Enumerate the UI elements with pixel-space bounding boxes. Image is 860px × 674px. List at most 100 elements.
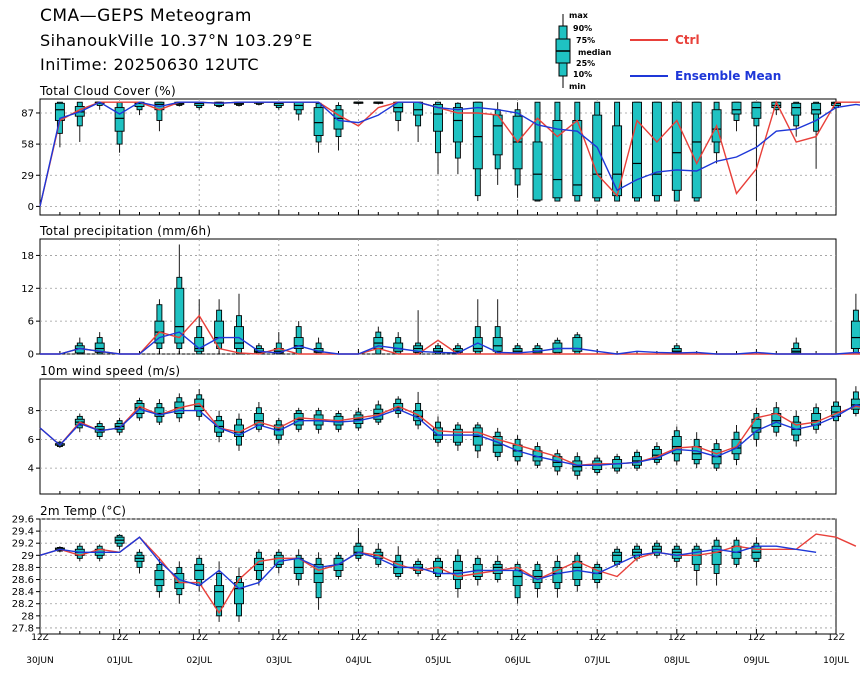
legend-mean-label: Ensemble Mean xyxy=(675,69,782,83)
x-tick-label-hour: 12Z xyxy=(429,633,447,643)
box-plot xyxy=(532,101,543,202)
box-plot xyxy=(751,537,762,568)
box-plot xyxy=(154,558,165,598)
y-tick-label: 28.4 xyxy=(12,587,34,598)
init-time-label: IniTime: 20250630 12UTC xyxy=(40,55,260,74)
panel-title-temp: 2m Temp (°C) xyxy=(40,504,127,518)
x-tick-label-date: 05JUL xyxy=(425,656,451,666)
box-plot xyxy=(850,386,860,417)
box-plot xyxy=(134,549,145,574)
chart-title: CMA—GEPS Meteogram xyxy=(40,6,252,26)
legend-p10-label: 10% xyxy=(573,70,593,79)
box-inner xyxy=(552,342,563,353)
x-tick-label-date: 07JUL xyxy=(584,656,610,666)
box-inner xyxy=(413,101,424,116)
box-inner xyxy=(353,545,364,556)
box-plot xyxy=(253,402,264,433)
ctrl-line xyxy=(39,402,860,467)
legend-p25-label: 25% xyxy=(576,59,596,68)
box-inner xyxy=(393,342,404,352)
box-plot xyxy=(771,402,782,437)
y-tick-label: 29.4 xyxy=(12,527,34,538)
panel-2: 4 6 8 xyxy=(28,378,860,495)
x-tick-label-date: 08JUL xyxy=(664,656,690,666)
box-plot xyxy=(731,101,742,132)
box-inner xyxy=(671,548,682,559)
x-tick-label-hour: 12Z xyxy=(31,633,49,643)
y-tick-label: 6 xyxy=(28,317,34,328)
box-inner xyxy=(433,103,443,132)
y-tick-label: 87 xyxy=(21,108,34,119)
box-inner xyxy=(214,585,225,608)
box-plot xyxy=(711,537,722,586)
mean-line xyxy=(40,331,860,355)
y-tick-label: 27.8 xyxy=(12,623,34,634)
y-tick-label: 58 xyxy=(21,140,34,151)
box-plot xyxy=(413,310,424,355)
x-tick-label-hour: 12Z xyxy=(111,633,129,643)
x-tick-label-date: 01JUL xyxy=(107,656,133,666)
box-plot xyxy=(671,343,682,355)
box-inner xyxy=(452,107,463,143)
x-tick-label-hour: 12Z xyxy=(190,633,208,643)
y-tick-label: 4 xyxy=(28,464,34,475)
box-inner xyxy=(273,554,284,565)
box-plot xyxy=(293,101,304,121)
box-inner xyxy=(850,398,860,410)
x-tick-label-date: 09JUL xyxy=(744,656,770,666)
box-plot xyxy=(472,422,483,459)
x-tick-label-date: 10JUL xyxy=(823,656,849,666)
y-tick-label: 29 xyxy=(21,551,34,562)
box-plot xyxy=(632,101,642,202)
box-plot xyxy=(472,299,483,355)
box-inner xyxy=(791,102,802,116)
box-plot xyxy=(253,549,264,586)
box-inner xyxy=(592,114,603,199)
x-tick-label-date: 03JUL xyxy=(266,656,292,666)
mean-line xyxy=(39,101,860,207)
box-inner xyxy=(671,436,682,455)
box-plot xyxy=(552,555,563,598)
y-tick-label: 8 xyxy=(28,406,34,417)
x-tick-label-date: 02JUL xyxy=(186,656,212,666)
box-outer xyxy=(813,101,820,132)
legend-min-label: min xyxy=(569,82,586,91)
x-tick-label-date: 06JUL xyxy=(505,656,531,666)
box-plot xyxy=(831,399,841,425)
x-tick-label-hour: 12Z xyxy=(588,633,606,643)
box-plot xyxy=(552,101,563,202)
box-inner xyxy=(691,446,702,460)
y-tick-label: 28.6 xyxy=(12,575,34,586)
box-inner xyxy=(492,114,503,156)
box-plot xyxy=(214,299,225,354)
y-tick-label: 28.8 xyxy=(12,563,34,574)
box-plot xyxy=(612,546,623,568)
y-tick-label: 29.6 xyxy=(12,515,34,526)
box-plot xyxy=(751,101,762,202)
box-plot xyxy=(433,101,443,175)
box-inner xyxy=(671,101,682,191)
box-inner xyxy=(234,582,244,605)
box-plot xyxy=(612,101,623,202)
box-plot xyxy=(751,407,762,447)
box-inner xyxy=(154,569,165,587)
x-tick-label-hour: 12Z xyxy=(350,633,368,643)
box-inner xyxy=(612,551,623,562)
legend-p75-label: 75% xyxy=(576,36,596,45)
x-tick-label-hour: 12Z xyxy=(270,633,288,643)
box-inner xyxy=(214,320,225,344)
box-plot xyxy=(293,549,304,586)
box-inner xyxy=(691,101,702,199)
x-tick-label-hour: 12Z xyxy=(827,633,845,643)
location-label: SihanoukVille 10.37°N 103.29°E xyxy=(40,31,313,50)
box-plot xyxy=(472,101,483,202)
panel-title-precip: Total precipitation (mm/6h) xyxy=(40,224,212,238)
box-plot xyxy=(791,337,802,355)
legend-box-glyph xyxy=(555,14,571,88)
box-inner xyxy=(433,427,443,440)
box-plot xyxy=(373,101,384,105)
box-inner xyxy=(512,569,523,587)
y-tick-label: 18 xyxy=(21,251,34,262)
box-plot xyxy=(592,101,603,202)
